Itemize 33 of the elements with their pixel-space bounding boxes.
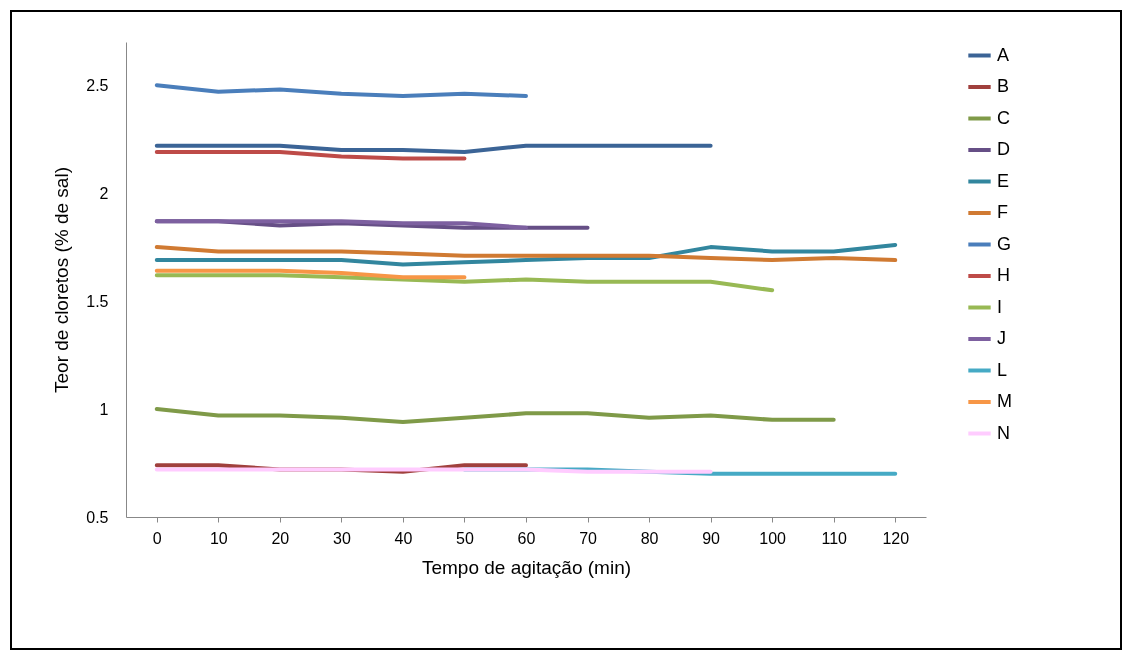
legend-label: I (997, 296, 1003, 317)
legend-label: M (997, 391, 1012, 411)
y-tick-label: 1 (99, 400, 109, 418)
legend-label: L (997, 359, 1008, 380)
legend-label: C (997, 107, 1010, 128)
y-tick-label: 1.5 (86, 292, 109, 310)
legend-label: G (997, 233, 1012, 254)
x-tick-label: 60 (517, 529, 536, 547)
y-tick-label: 2 (99, 184, 109, 202)
legend-label: H (997, 265, 1010, 285)
x-tick-label: 0 (152, 529, 162, 547)
x-tick-label: 70 (579, 529, 598, 547)
x-tick-label: 100 (759, 529, 787, 547)
legend-label: E (997, 170, 1010, 191)
y-tick-label: 2.5 (86, 76, 109, 94)
y-tick-label: 0.5 (86, 508, 109, 526)
x-tick-label: 90 (702, 529, 721, 547)
legend-label: B (997, 76, 1010, 96)
x-axis-title: Tempo de agitação (min) (421, 556, 632, 578)
legend-label: F (997, 202, 1008, 222)
x-tick-label: 30 (332, 529, 351, 547)
x-tick-label: 20 (271, 529, 290, 547)
x-tick-label: 80 (640, 529, 659, 547)
x-tick-label: 120 (882, 529, 910, 547)
x-tick-label: 110 (821, 529, 848, 547)
legend-label: A (997, 44, 1010, 65)
y-axis-title: Teor de cloretos (% de sal) (51, 167, 73, 393)
legend-label: D (997, 139, 1010, 159)
legend-label: J (997, 328, 1006, 348)
x-tick-label: 50 (456, 529, 474, 547)
x-tick-label: 10 (209, 529, 228, 547)
x-tick-label: 40 (394, 529, 413, 547)
legend-label: N (997, 422, 1010, 443)
